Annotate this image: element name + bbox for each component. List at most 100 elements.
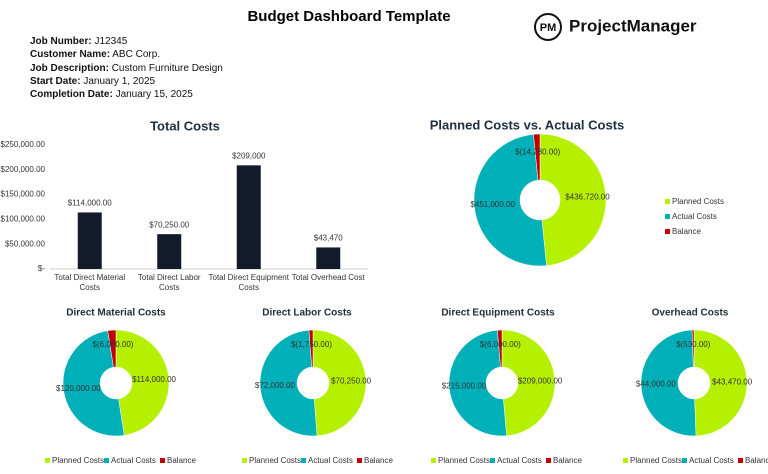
value-label: $70,250.00 — [149, 220, 190, 229]
job-info-label: Job Number: — [30, 36, 92, 47]
legend-marker — [665, 229, 670, 234]
y-tick-label: $50,000.00 — [5, 239, 46, 248]
job-info-row: Start Date: January 1, 2025 — [30, 76, 155, 87]
donut-slice — [312, 329, 367, 437]
value-label: $215,000.00 — [442, 381, 487, 390]
job-info-row: Customer Name: ABC Corp. — [30, 49, 160, 60]
value-label: $(530.00) — [676, 340, 711, 349]
legend-label: Actual Costs — [689, 456, 734, 465]
value-label: $209,000.00 — [518, 376, 563, 385]
legend-label: Balance — [745, 456, 768, 465]
donut-slice — [533, 133, 541, 181]
donut-slice — [539, 133, 607, 266]
job-info-value: ABC Corp. — [112, 49, 161, 61]
legend-marker — [665, 214, 670, 219]
donut-slice — [107, 329, 117, 368]
legend-marker — [682, 458, 687, 463]
legend-marker — [490, 458, 495, 463]
donut-slice — [691, 329, 695, 368]
legend-marker — [45, 458, 50, 463]
job-info-value: January 15, 2025 — [115, 89, 193, 101]
value-label: $114,000.00 — [68, 199, 112, 208]
value-label: $451,000.00 — [470, 200, 515, 209]
legend-label: Actual Costs — [111, 456, 156, 465]
legend-marker — [738, 458, 743, 463]
chart-title: Direct Labor Costs — [262, 308, 352, 319]
legend-marker — [242, 458, 247, 463]
legend-label: Balance — [167, 456, 196, 465]
logo-circle — [534, 13, 562, 41]
job-info-row: Completion Date: January 15, 2025 — [30, 89, 193, 100]
legend-label: Actual Costs — [497, 456, 542, 465]
legend-label: Planned Costs — [249, 456, 301, 465]
donut-slice — [63, 330, 125, 437]
donut-slice — [115, 329, 170, 436]
legend-label: Balance — [364, 456, 393, 465]
bar — [157, 234, 182, 269]
legend-marker — [104, 458, 109, 463]
donut-slice — [448, 329, 507, 437]
legend-label: Balance — [553, 456, 582, 465]
donut-slice — [473, 134, 547, 267]
job-info-label: Customer Name: — [30, 49, 111, 61]
legend-marker — [301, 458, 306, 463]
donut-slice — [501, 329, 556, 437]
x-tick-label: Total Overhead Cost — [291, 273, 365, 282]
legend-marker — [357, 458, 362, 463]
y-tick-label: $200,000.00 — [1, 165, 46, 174]
legend-label: Balance — [672, 227, 701, 236]
x-tick-label: Total Direct Labor Costs — [137, 273, 201, 292]
y-tick-label: $100,000.00 — [1, 215, 46, 224]
legend-label: Planned Costs — [672, 197, 724, 206]
value-label: $72,000.00 — [255, 381, 296, 390]
chart-title: Total Costs — [150, 118, 220, 133]
value-label: $(6,000.00) — [480, 340, 521, 349]
job-info-label: Start Date: — [30, 75, 81, 87]
value-label: $43,470 — [314, 234, 343, 243]
donut-slice — [640, 329, 697, 437]
x-tick-label: Total Direct Material Costs — [54, 273, 126, 292]
bar — [77, 212, 102, 269]
value-label: $209,000 — [232, 151, 266, 160]
y-tick-label: $- — [38, 264, 45, 273]
legend-marker — [431, 458, 436, 463]
value-label: $436,720.00 — [565, 193, 610, 202]
bar — [316, 247, 341, 269]
chart-title: Direct Material Costs — [66, 308, 166, 319]
donut-slice — [259, 329, 318, 437]
job-info-label: Completion Date: — [30, 89, 113, 101]
y-tick-label: $150,000.00 — [1, 190, 46, 199]
y-tick-label: $250,000.00 — [1, 140, 46, 149]
logo-mark: PM — [540, 22, 557, 34]
legend-marker — [160, 458, 165, 463]
legend-label: Planned Costs — [52, 456, 104, 465]
page-title: Budget Dashboard Template — [247, 8, 450, 25]
legend-label: Actual Costs — [308, 456, 353, 465]
value-label: $(1,750.00) — [291, 340, 332, 349]
chart-title: Overhead Costs — [652, 308, 729, 319]
value-label: $114,000.00 — [132, 375, 176, 384]
bar — [236, 165, 261, 269]
legend-marker — [623, 458, 628, 463]
x-tick-label: Total Direct Equipment Costs — [208, 273, 289, 292]
donut-slice — [308, 329, 314, 368]
job-info-row: Job Description: Custom Furniture Design — [30, 63, 223, 74]
donut-slice — [693, 329, 748, 437]
value-label: $70,250.00 — [331, 377, 372, 386]
chart-title: Planned Costs vs. Actual Costs — [430, 117, 625, 132]
legend-marker — [546, 458, 551, 463]
job-info-label: Job Description: — [30, 62, 109, 74]
logo-text: ProjectManager — [569, 16, 697, 35]
legend-marker — [665, 199, 670, 204]
job-info-value: J12345 — [94, 36, 128, 47]
value-label: $43,470.00 — [712, 377, 753, 386]
chart-title: Direct Equipment Costs — [441, 308, 555, 319]
legend-label: Planned Costs — [630, 456, 682, 465]
legend-label: Planned Costs — [438, 456, 490, 465]
value-label: $(14,280.00) — [515, 148, 561, 157]
value-label: $120,000.00 — [56, 384, 101, 393]
value-label: $44,000.00 — [636, 380, 677, 389]
donut-slice — [497, 329, 503, 368]
